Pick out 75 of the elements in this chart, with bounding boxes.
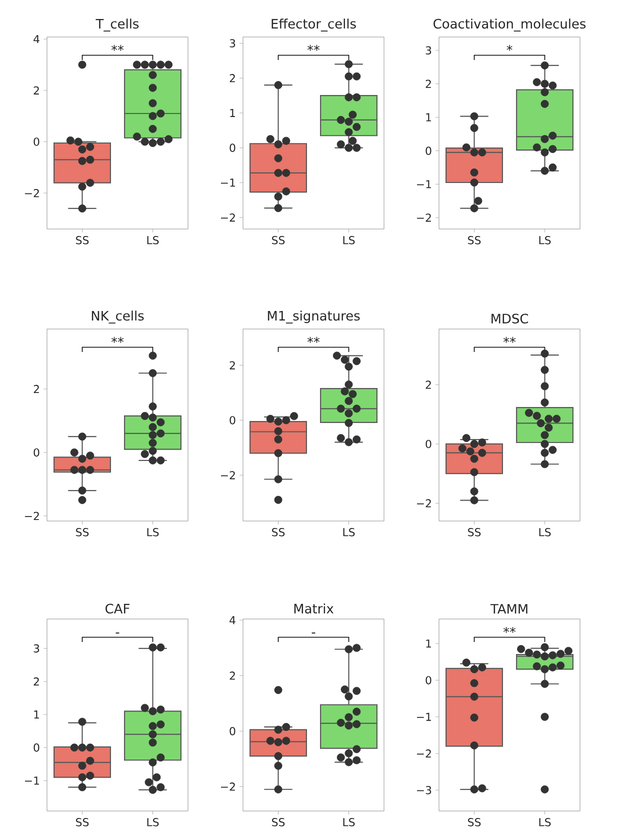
- x-tick-label: SS: [272, 528, 285, 536]
- chart-title: Effector_cells: [272, 18, 356, 32]
- y-tick-label: 1: [34, 710, 39, 719]
- y-tick-label: 0: [34, 138, 40, 146]
- y-tick-label: 2: [34, 677, 39, 686]
- chart-title: TAMM: [490, 604, 528, 614]
- annotation: **: [307, 336, 320, 343]
- y-tick-label: 0: [426, 440, 432, 448]
- x-tick-label: SS: [468, 818, 481, 826]
- y-tick-label: −1: [220, 178, 235, 187]
- y-tick-label: −1: [416, 180, 431, 188]
- y-tick-label: 3: [426, 46, 432, 55]
- x-tick-label: SS: [76, 528, 89, 536]
- x-tick-label: LS: [147, 818, 159, 826]
- x-tick-label: LS: [539, 528, 551, 536]
- y-tick-label: −1: [24, 776, 39, 785]
- x-tick-label: LS: [343, 818, 355, 826]
- y-tick-label: 2: [230, 672, 235, 680]
- x-tick-label: LS: [147, 236, 159, 244]
- x-tick-label: SS: [272, 818, 285, 826]
- y-tick-label: 2: [34, 86, 39, 94]
- chart-title: Matrix: [294, 603, 334, 614]
- y-tick-label: 4: [230, 616, 236, 624]
- annotation: *: [506, 44, 512, 51]
- chart-title: M1_signatures: [268, 310, 360, 324]
- y-tick-label: 1: [230, 108, 235, 117]
- x-tick-label: LS: [343, 528, 355, 536]
- y-tick-label: 2: [230, 361, 235, 370]
- y-tick-label: −2: [24, 512, 39, 520]
- y-tick-label: 0: [230, 726, 236, 736]
- annotation: -: [312, 632, 316, 634]
- annotation: **: [307, 44, 320, 51]
- annotation: -: [116, 632, 120, 634]
- y-tick-label: 0: [34, 448, 40, 457]
- y-tick-label: 0: [426, 146, 432, 155]
- y-tick-label: −2: [220, 782, 235, 791]
- annotation: **: [111, 44, 124, 51]
- y-tick-label: 1: [426, 113, 431, 122]
- y-tick-label: −2: [220, 213, 235, 222]
- y-tick-label: −2: [416, 749, 431, 758]
- annotation: **: [111, 336, 124, 343]
- chart-title: NK_cells: [92, 310, 144, 324]
- x-tick-label: SS: [76, 236, 89, 244]
- y-tick-label: −2: [416, 499, 431, 508]
- y-tick-label: 4: [34, 35, 40, 44]
- x-tick-label: SS: [468, 236, 481, 244]
- y-tick-label: 1: [426, 640, 431, 648]
- x-tick-label: LS: [539, 818, 551, 826]
- y-tick-label: 0: [230, 416, 236, 424]
- y-tick-label: 3: [34, 644, 40, 653]
- y-tick-label: 3: [230, 39, 236, 48]
- y-tick-label: −1: [416, 712, 431, 721]
- y-tick-label: −2: [24, 189, 39, 198]
- y-tick-label: 2: [34, 384, 39, 394]
- y-tick-label: −3: [416, 786, 432, 794]
- chart-title: Coactivation_molecules: [434, 18, 586, 32]
- x-tick-label: LS: [343, 236, 355, 244]
- y-tick-label: 0: [426, 676, 432, 684]
- y-tick-label: −2: [220, 471, 235, 480]
- annotation: **: [503, 336, 516, 343]
- x-tick-label: SS: [272, 236, 285, 244]
- chart-title: MDSC: [492, 314, 528, 324]
- x-tick-label: LS: [147, 528, 159, 536]
- x-tick-label: LS: [539, 236, 551, 244]
- y-tick-label: 0: [34, 743, 40, 752]
- chart-title: CAF: [106, 604, 130, 614]
- chart-title: T_cells: [96, 18, 139, 32]
- y-tick-label: 2: [230, 74, 235, 82]
- y-tick-label: −2: [416, 214, 431, 222]
- x-tick-label: SS: [76, 818, 89, 826]
- x-tick-label: SS: [468, 528, 481, 536]
- annotation: **: [503, 626, 516, 633]
- y-tick-label: 2: [426, 80, 431, 88]
- y-tick-label: 0: [230, 144, 236, 152]
- y-tick-label: 2: [426, 380, 431, 389]
